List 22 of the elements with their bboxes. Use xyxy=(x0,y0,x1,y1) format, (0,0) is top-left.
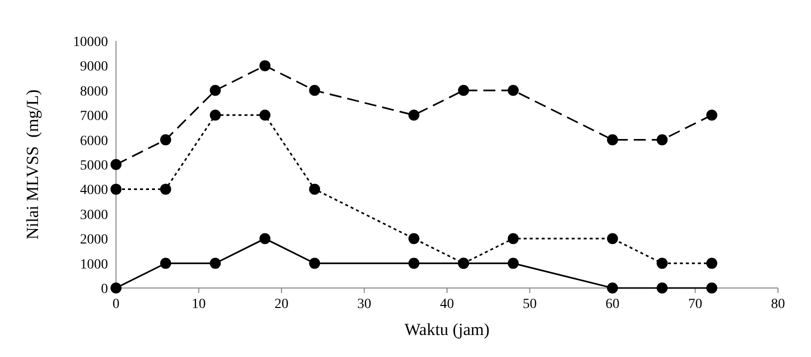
y-tick-label: 4000 xyxy=(80,183,108,198)
x-tick-label: 30 xyxy=(357,297,372,312)
y-tick-label: 0 xyxy=(101,282,108,297)
x-tick-label: 70 xyxy=(688,297,702,312)
y-axis-title: Nilai MLVSS (mg/L) xyxy=(23,89,42,240)
x-tick-label: 80 xyxy=(771,297,785,312)
y-tick-label: 2000 xyxy=(80,232,108,248)
x-tick-label: 10 xyxy=(192,297,206,312)
x-tick-label: 20 xyxy=(274,297,288,312)
y-tick-label: 7000 xyxy=(80,109,108,124)
y-tick-label: 6000 xyxy=(80,134,108,149)
y-tick-label: 5000 xyxy=(80,158,108,174)
y-tick-label: 9000 xyxy=(80,60,108,75)
x-tick-label: 40 xyxy=(440,297,454,312)
x-axis-title: Waktu (jam) xyxy=(404,320,490,339)
x-tick-label: 0 xyxy=(112,297,120,312)
y-tick-label: 3000 xyxy=(80,208,108,223)
y-tick-label: 1000 xyxy=(80,257,108,272)
x-tick-label: 60 xyxy=(606,297,620,312)
x-tick-label: 50 xyxy=(522,297,537,312)
y-tick-label: 10000 xyxy=(73,35,108,50)
y-tick-label: 8000 xyxy=(80,84,108,100)
